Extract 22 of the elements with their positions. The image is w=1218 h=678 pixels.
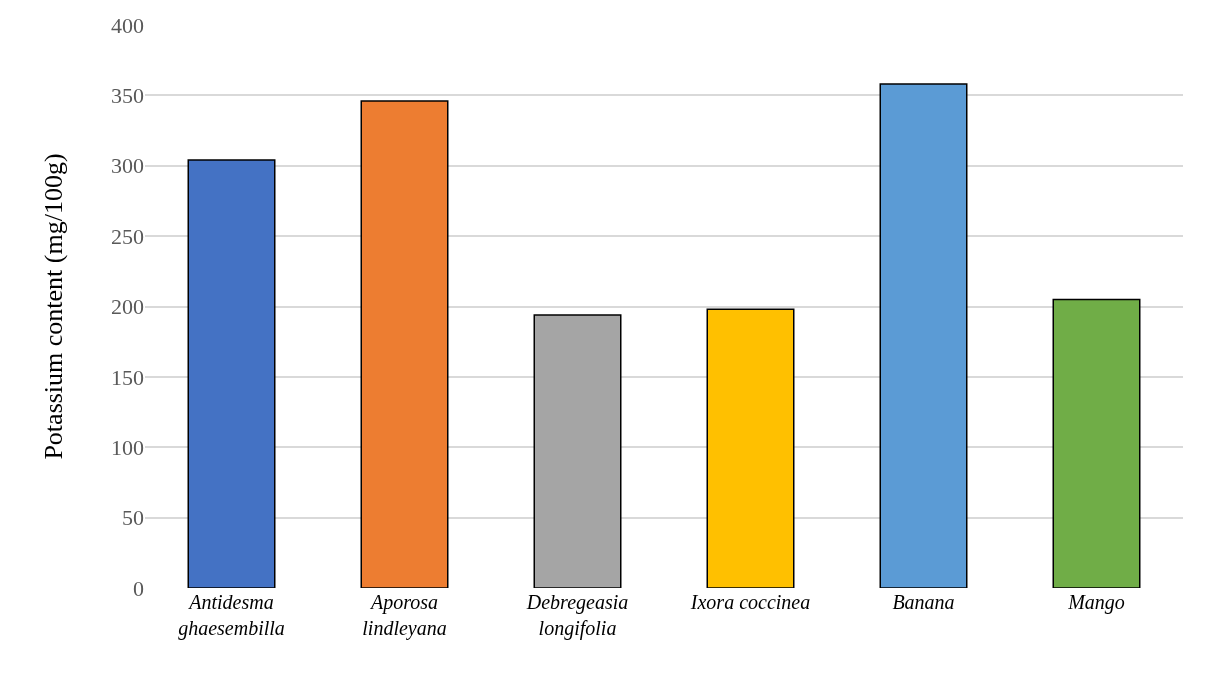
x-tick-label: Ixora coccinea [689,591,811,613]
y-tick-label: 250 [111,223,144,249]
x-tick-label: Aporosa lindleyana [362,591,447,640]
x-tick-label: Antidesma ghaesembilla [178,591,285,640]
y-tick-label: 0 [133,575,144,601]
bar [360,100,449,588]
y-axis-title: Potassium content (mg/100g) [39,153,69,460]
y-tick-label: 300 [111,153,144,179]
bar [187,159,276,588]
x-tick-label: Banana [892,591,955,613]
x-tick-label: Mango [1067,591,1125,614]
y-tick-label: 200 [111,294,144,320]
bar [706,308,795,588]
bar [1052,298,1141,588]
bar [879,83,968,588]
y-tick-label: 400 [111,12,144,38]
y-tick-label: 350 [111,83,144,109]
bar [533,314,622,588]
y-tick-label: 100 [111,434,144,460]
y-tick-label: 50 [122,505,144,531]
x-tick-label: Debregeasia longifolia [525,591,629,640]
y-tick-label: 150 [111,364,144,390]
